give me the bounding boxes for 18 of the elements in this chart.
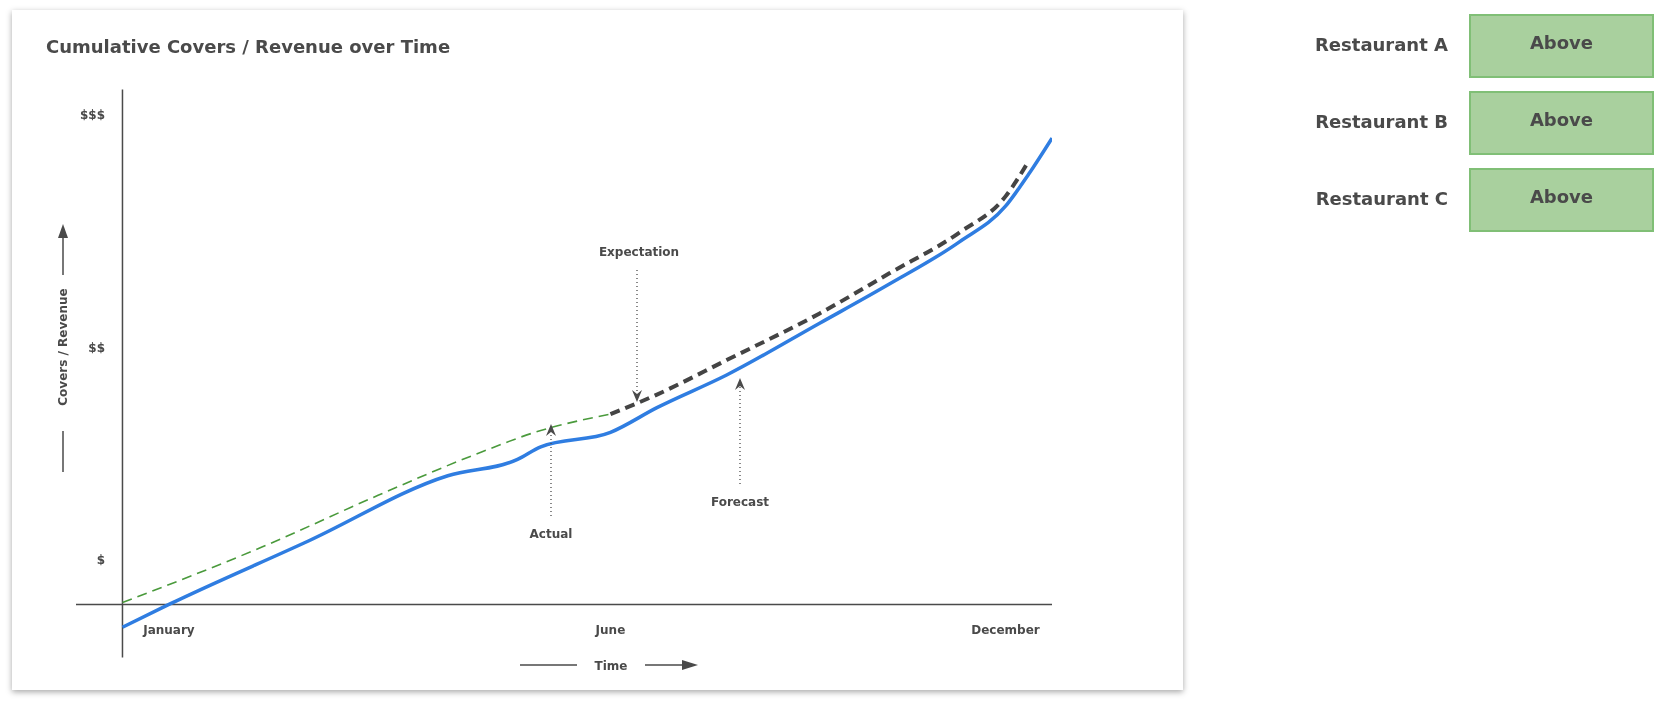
annotation: Actual <box>529 527 573 541</box>
text: $$$ <box>79 108 105 122</box>
x-tick-label: January <box>142 623 195 638</box>
x-axis-title: Time <box>594 659 628 673</box>
text: $$ <box>88 341 105 355</box>
y-axis-title: Covers / Revenue <box>56 288 70 406</box>
annotation: Forecast <box>710 495 770 509</box>
chart-title: Cumulative Covers / Revenue over Time <box>46 36 451 57</box>
category-label: Restaurant A <box>1314 34 1448 55</box>
category-label: Restaurant B <box>1314 111 1448 132</box>
text: Above <box>1529 109 1594 130</box>
text: $ <box>96 553 105 567</box>
category-label: Restaurant C <box>1314 188 1448 209</box>
annotation: Expectation <box>598 245 680 259</box>
text: Above <box>1529 186 1594 207</box>
x-tick-label: December <box>971 623 1040 638</box>
x-tick-label: June <box>594 623 626 638</box>
text: Above <box>1529 32 1594 53</box>
